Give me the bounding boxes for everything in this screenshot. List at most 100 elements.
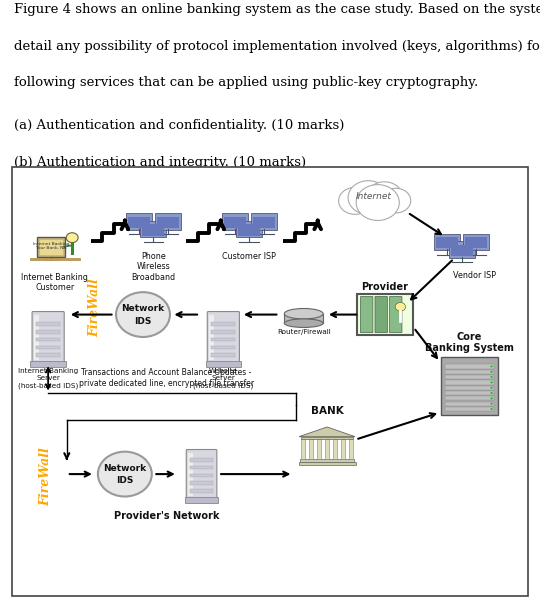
Polygon shape [299, 427, 355, 437]
Circle shape [490, 403, 493, 405]
FancyBboxPatch shape [451, 245, 472, 256]
FancyBboxPatch shape [40, 241, 63, 254]
FancyBboxPatch shape [357, 294, 413, 335]
FancyBboxPatch shape [12, 166, 528, 596]
Text: Phone
Wireless
Broadband: Phone Wireless Broadband [131, 252, 176, 282]
Circle shape [490, 371, 493, 373]
Text: Internet: Internet [356, 192, 392, 201]
Text: Vendor ISP: Vendor ISP [453, 271, 496, 280]
FancyBboxPatch shape [36, 353, 60, 357]
Circle shape [490, 365, 493, 367]
Circle shape [490, 382, 493, 384]
Circle shape [98, 452, 152, 496]
FancyBboxPatch shape [212, 323, 235, 326]
Circle shape [490, 397, 493, 399]
FancyBboxPatch shape [318, 439, 321, 459]
FancyBboxPatch shape [446, 370, 494, 374]
Circle shape [66, 233, 78, 242]
Text: Network: Network [103, 464, 146, 473]
FancyBboxPatch shape [301, 439, 305, 459]
FancyBboxPatch shape [191, 489, 213, 493]
Ellipse shape [284, 309, 323, 319]
Circle shape [381, 188, 411, 213]
FancyBboxPatch shape [30, 361, 66, 367]
Circle shape [348, 181, 388, 214]
FancyBboxPatch shape [251, 213, 276, 230]
FancyBboxPatch shape [32, 312, 64, 363]
FancyBboxPatch shape [186, 449, 217, 499]
FancyBboxPatch shape [238, 224, 260, 236]
FancyBboxPatch shape [191, 458, 213, 461]
FancyBboxPatch shape [34, 315, 39, 360]
Text: detail any possibility of protocol implementation involved (keys, algorithms) fo: detail any possibility of protocol imple… [14, 40, 540, 53]
Text: Transactions and Account Balance Updates -
private dedicated line, encrypted fil: Transactions and Account Balance Updates… [79, 368, 254, 388]
Circle shape [356, 185, 399, 221]
FancyBboxPatch shape [143, 224, 164, 236]
Text: Figure 4 shows an online banking system as the case study. Based on the system, : Figure 4 shows an online banking system … [14, 4, 540, 16]
FancyBboxPatch shape [375, 297, 387, 333]
Text: (b) Authentication and integrity. (10 marks): (b) Authentication and integrity. (10 ma… [14, 156, 306, 169]
Text: IDS: IDS [134, 317, 152, 326]
FancyBboxPatch shape [36, 346, 60, 349]
FancyBboxPatch shape [446, 402, 494, 406]
FancyBboxPatch shape [36, 323, 60, 326]
FancyBboxPatch shape [446, 396, 494, 400]
FancyBboxPatch shape [341, 439, 345, 459]
Text: BANK: BANK [310, 406, 343, 416]
FancyBboxPatch shape [191, 481, 213, 485]
Ellipse shape [284, 319, 323, 327]
Circle shape [490, 387, 493, 389]
FancyBboxPatch shape [210, 315, 214, 360]
FancyBboxPatch shape [446, 407, 494, 411]
Text: Core
Banking System: Core Banking System [425, 332, 514, 353]
FancyBboxPatch shape [446, 375, 494, 379]
FancyBboxPatch shape [36, 338, 60, 341]
Circle shape [490, 392, 493, 394]
FancyBboxPatch shape [301, 437, 353, 439]
FancyBboxPatch shape [224, 216, 246, 228]
FancyBboxPatch shape [212, 330, 235, 333]
Circle shape [490, 376, 493, 378]
FancyBboxPatch shape [140, 221, 166, 238]
FancyBboxPatch shape [126, 213, 152, 230]
FancyBboxPatch shape [434, 233, 460, 250]
FancyBboxPatch shape [222, 213, 248, 230]
FancyBboxPatch shape [253, 216, 275, 228]
FancyBboxPatch shape [284, 314, 323, 323]
FancyBboxPatch shape [463, 233, 489, 250]
FancyBboxPatch shape [37, 237, 65, 257]
Text: following services that can be applied using public-key cryptography.: following services that can be applied u… [14, 76, 478, 89]
Text: Internet Banking
Customer: Internet Banking Customer [22, 273, 89, 292]
FancyBboxPatch shape [36, 330, 60, 333]
FancyBboxPatch shape [333, 439, 336, 459]
Text: IDS: IDS [116, 476, 133, 485]
FancyBboxPatch shape [188, 452, 193, 496]
FancyBboxPatch shape [212, 353, 235, 357]
FancyBboxPatch shape [212, 338, 235, 341]
Text: Provider's Network: Provider's Network [113, 511, 219, 521]
FancyBboxPatch shape [436, 237, 458, 248]
FancyBboxPatch shape [191, 474, 213, 477]
FancyBboxPatch shape [449, 241, 475, 257]
Circle shape [366, 182, 403, 212]
Text: FireWall: FireWall [88, 279, 102, 338]
FancyBboxPatch shape [237, 221, 262, 238]
Circle shape [339, 188, 371, 214]
Text: Customer ISP: Customer ISP [222, 252, 276, 261]
Circle shape [116, 292, 170, 337]
FancyBboxPatch shape [446, 386, 494, 390]
Text: Internet Banking
Server
(host-based IDS): Internet Banking Server (host-based IDS) [18, 368, 78, 389]
FancyBboxPatch shape [446, 380, 494, 385]
Circle shape [490, 408, 493, 410]
FancyBboxPatch shape [446, 391, 494, 395]
FancyBboxPatch shape [349, 439, 353, 459]
FancyBboxPatch shape [30, 258, 80, 260]
FancyBboxPatch shape [465, 237, 487, 248]
Circle shape [395, 303, 406, 311]
Text: Internet Banking
Your Bank, NA: Internet Banking Your Bank, NA [33, 242, 70, 250]
Text: Provider: Provider [362, 282, 409, 292]
Text: Website
Server
(host-based IDS): Website Server (host-based IDS) [193, 368, 253, 389]
FancyBboxPatch shape [185, 496, 218, 502]
FancyBboxPatch shape [157, 216, 179, 228]
FancyBboxPatch shape [441, 357, 498, 415]
